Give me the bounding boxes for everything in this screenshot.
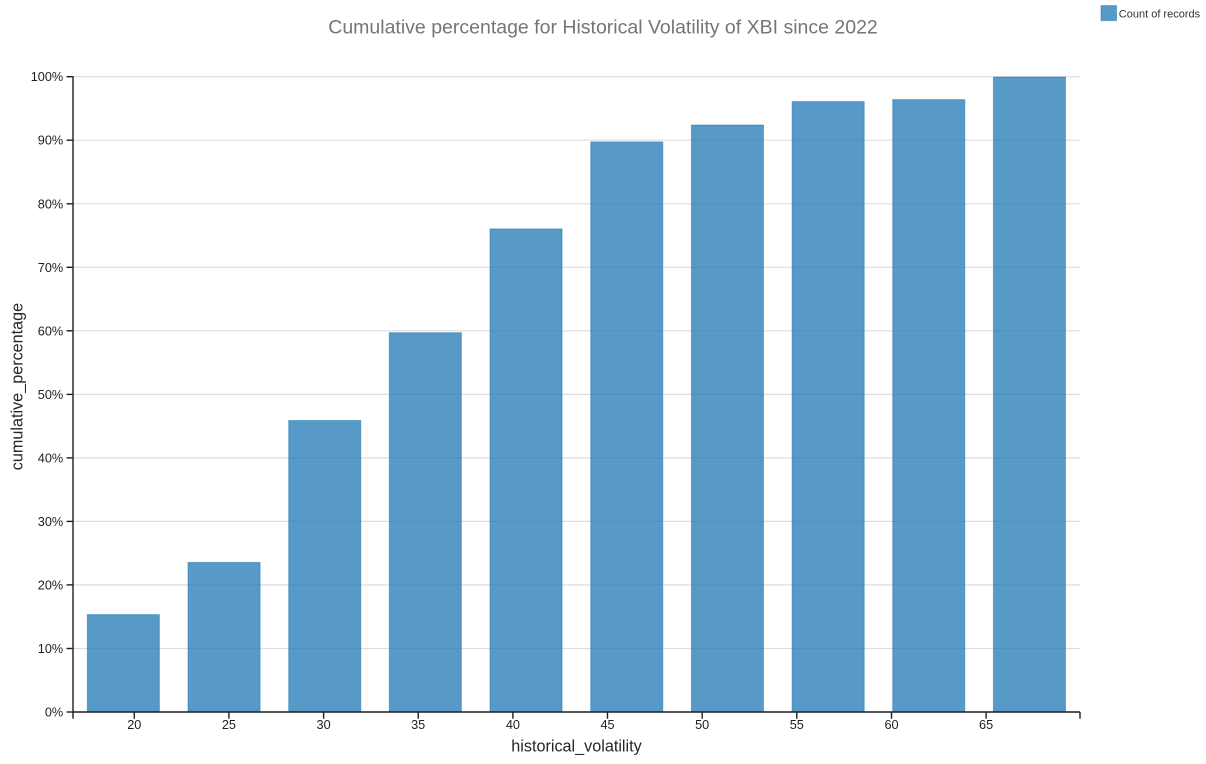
- svg-text:40%: 40%: [38, 451, 63, 465]
- svg-text:100%: 100%: [31, 70, 63, 84]
- svg-text:30%: 30%: [38, 515, 63, 529]
- svg-text:10%: 10%: [38, 642, 63, 656]
- svg-text:Count of records: Count of records: [1119, 8, 1201, 20]
- svg-text:50: 50: [695, 718, 709, 732]
- svg-text:0%: 0%: [45, 706, 63, 720]
- svg-text:Cumulative percentage for Hist: Cumulative percentage for Historical Vol…: [328, 17, 878, 39]
- svg-text:30: 30: [317, 718, 331, 732]
- svg-text:60%: 60%: [38, 324, 63, 338]
- svg-text:65: 65: [979, 718, 993, 732]
- svg-text:60: 60: [884, 718, 898, 732]
- svg-text:40: 40: [506, 718, 520, 732]
- svg-text:45: 45: [600, 718, 614, 732]
- svg-text:50%: 50%: [38, 388, 63, 402]
- svg-text:cumulative_percentage: cumulative_percentage: [9, 303, 27, 470]
- svg-text:90%: 90%: [38, 134, 63, 148]
- svg-text:70%: 70%: [38, 261, 63, 275]
- svg-text:20%: 20%: [38, 578, 63, 592]
- svg-text:55: 55: [790, 718, 804, 732]
- svg-text:35: 35: [411, 718, 425, 732]
- svg-text:20: 20: [127, 718, 141, 732]
- svg-text:historical_volatility: historical_volatility: [511, 738, 642, 756]
- svg-text:25: 25: [222, 718, 236, 732]
- svg-text:80%: 80%: [38, 197, 63, 211]
